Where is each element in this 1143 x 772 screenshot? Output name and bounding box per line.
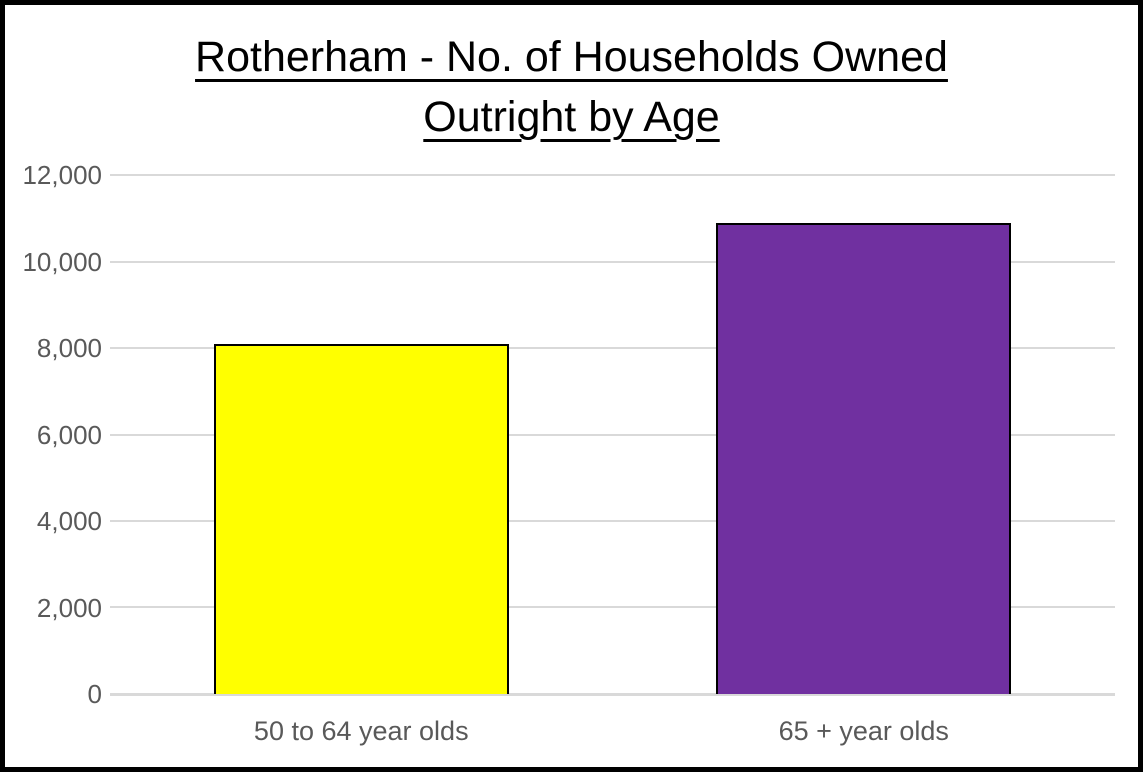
chart-title: Rotherham - No. of Households Owned Outr… <box>5 27 1138 147</box>
y-tick-label-2000: 2,000 <box>36 592 102 623</box>
x-axis-baseline <box>110 693 1115 696</box>
x-axis-label-65-plus: 65 + year olds <box>778 716 949 746</box>
category-slot-65-plus <box>613 175 1116 694</box>
y-axis: 12,000 10,000 8,000 6,000 4,000 2,000 0 <box>5 160 102 709</box>
x-axis-label-50-to-64: 50 to 64 year olds <box>253 716 469 746</box>
y-tick-label-4000: 4,000 <box>36 506 102 536</box>
y-tick-label-8000: 8,000 <box>36 333 102 363</box>
chart-title-line-2: Outright by Age <box>423 93 720 141</box>
gridline-2000 <box>110 606 1115 609</box>
category-slot-50-to-64 <box>110 175 613 694</box>
y-tick-label-10000: 10,000 <box>22 246 102 277</box>
plot-area <box>110 174 1116 696</box>
y-tick-label-0: 0 <box>87 679 102 709</box>
gridline-12000 <box>110 174 1115 176</box>
gridline-6000 <box>110 433 1115 436</box>
x-axis: 50 to 64 year olds 65 + year olds <box>110 713 1115 753</box>
gridline-4000 <box>110 520 1115 522</box>
chart-title-row-1: Rotherham - No. of Households Owned <box>5 27 1138 87</box>
bar-65-plus-year-olds <box>716 222 1012 694</box>
gridline-8000 <box>110 346 1115 349</box>
y-tick-label-6000: 6,000 <box>36 419 102 450</box>
chart-title-line-1: Rotherham - No. of Households Owned <box>195 33 948 81</box>
bar-50-to-64-year-olds <box>213 343 509 694</box>
gridline-10000 <box>110 260 1115 263</box>
y-tick-label-12000: 12,000 <box>22 160 102 190</box>
chart-title-row-2: Outright by Age <box>5 87 1138 147</box>
